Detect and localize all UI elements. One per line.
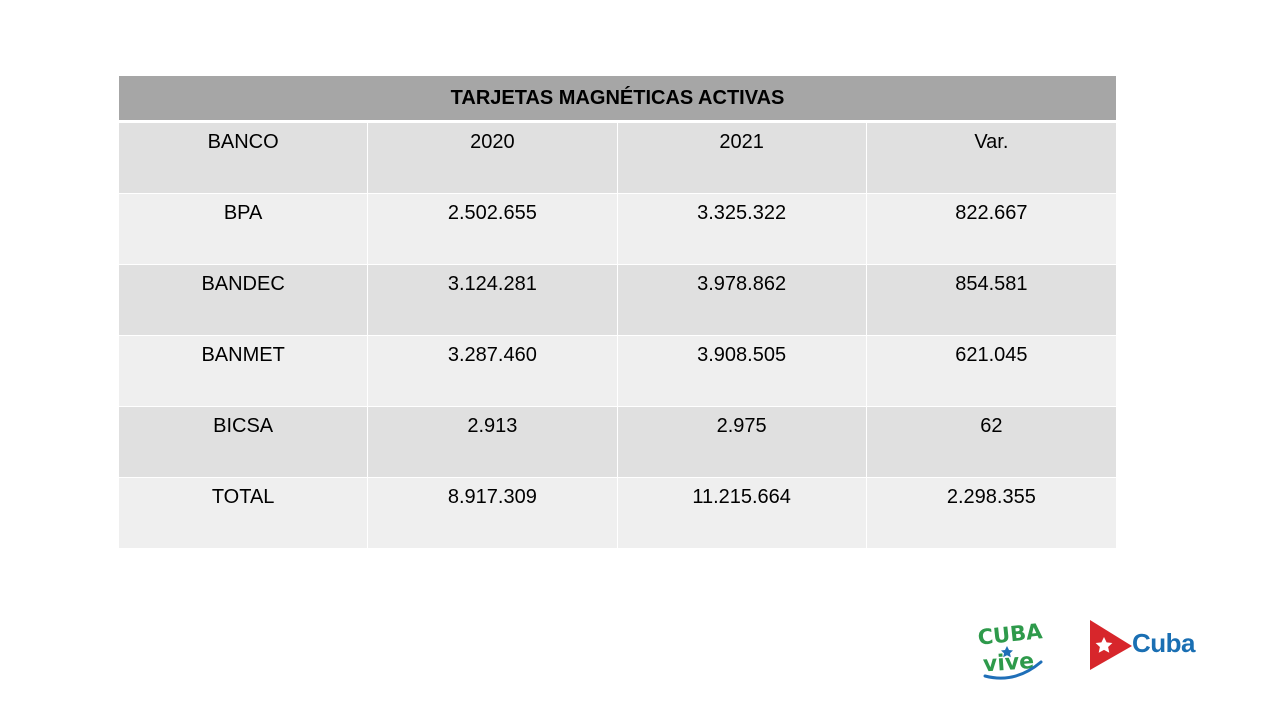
table-cell: 621.045 [866, 336, 1116, 407]
column-header-2020: 2020 [368, 123, 618, 194]
column-header-banco: BANCO [119, 123, 369, 194]
table-cell: TOTAL [119, 478, 369, 549]
table-cell: 2.298.355 [866, 478, 1116, 549]
table-cell: 854.581 [866, 265, 1116, 336]
star-icon [1001, 646, 1013, 658]
table-cell: 3.287.460 [368, 336, 618, 407]
table-cell: 2.913 [368, 407, 618, 478]
table-title: TARJETAS MAGNÉTICAS ACTIVAS [119, 76, 1116, 123]
table-cell: BANDEC [119, 265, 369, 336]
table-cell: 3.124.281 [368, 265, 618, 336]
cuba-logo-text: Cuba [1132, 628, 1196, 658]
table-row-bpa: BPA 2.502.655 3.325.322 822.667 [119, 194, 1116, 265]
cubavive-logo-top-text: CUBA [977, 619, 1045, 650]
table-cell: 3.978.862 [617, 265, 867, 336]
table-row-banmet: BANMET 3.287.460 3.908.505 621.045 [119, 336, 1116, 407]
table-cell: 3.325.322 [617, 194, 867, 265]
cubavive-logo-bottom-text: vive [982, 649, 1035, 678]
table-cell: 62 [866, 407, 1116, 478]
table-cell: 11.215.664 [617, 478, 867, 549]
flag-triangle-icon [1090, 620, 1132, 670]
table-cell: 2.975 [617, 407, 867, 478]
column-header-var: Var. [866, 123, 1116, 194]
flag-star-icon [1095, 637, 1113, 653]
table-cell: 822.667 [866, 194, 1116, 265]
column-header-2021: 2021 [617, 123, 867, 194]
cuba-flag-logo [1090, 620, 1132, 670]
table-header-row: BANCO 2020 2021 Var. [119, 123, 1116, 194]
swoosh-icon [983, 660, 1043, 680]
table-cell: BPA [119, 194, 369, 265]
table-cell: 2.502.655 [368, 194, 618, 265]
table-row-total: TOTAL 8.917.309 11.215.664 2.298.355 [119, 478, 1116, 549]
table-row-bandec: BANDEC 3.124.281 3.978.862 854.581 [119, 265, 1116, 336]
active-cards-table: TARJETAS MAGNÉTICAS ACTIVAS BANCO 2020 2… [119, 76, 1116, 549]
table-cell: BICSA [119, 407, 369, 478]
table-cell: 8.917.309 [368, 478, 618, 549]
cubavive-logo: CUBA vive [977, 619, 1045, 680]
table-row-bicsa: BICSA 2.913 2.975 62 [119, 407, 1116, 478]
table-cell: BANMET [119, 336, 369, 407]
table-cell: 3.908.505 [617, 336, 867, 407]
